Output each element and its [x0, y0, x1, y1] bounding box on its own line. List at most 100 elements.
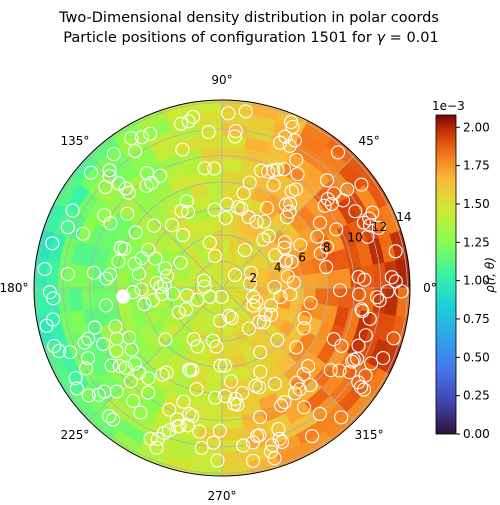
particle-marker	[137, 296, 152, 311]
particle-marker	[124, 131, 139, 146]
particle-marker	[256, 232, 271, 247]
particle-marker	[284, 254, 299, 269]
density-cell	[68, 263, 84, 289]
particle-marker	[158, 261, 173, 276]
particle-marker	[362, 211, 377, 226]
density-cell	[68, 287, 84, 313]
particle-marker	[319, 259, 334, 275]
density-cell	[104, 287, 118, 307]
particle-marker	[109, 384, 124, 399]
particle-marker	[202, 235, 217, 250]
particle-marker	[282, 138, 297, 153]
particle-marker	[118, 181, 133, 196]
density-cell	[201, 403, 223, 418]
particle-marker	[320, 173, 335, 188]
particle-marker	[360, 229, 375, 244]
particle-marker	[182, 363, 198, 378]
particle-marker	[68, 371, 83, 386]
particle-marker	[141, 242, 156, 257]
particle-marker	[172, 419, 187, 434]
particle-marker	[102, 409, 117, 424]
particle-marker	[287, 386, 302, 401]
particle-marker	[267, 451, 282, 466]
particle-marker	[174, 116, 189, 131]
density-cell	[302, 287, 317, 304]
particle-marker	[153, 279, 168, 295]
particle-marker	[253, 345, 268, 360]
particle-marker	[127, 256, 142, 271]
particle-marker	[180, 418, 195, 433]
particle-marker	[111, 254, 126, 269]
particle-marker	[155, 367, 170, 382]
particle-marker	[175, 227, 191, 243]
particle-marker	[186, 109, 201, 124]
density-cell	[80, 287, 95, 311]
particle-marker	[331, 145, 346, 160]
particle-marker	[213, 313, 228, 328]
particle-marker	[267, 279, 282, 294]
particle-marker	[288, 182, 304, 197]
particle-marker	[278, 197, 293, 212]
particle-marker	[246, 289, 261, 305]
particle-marker	[60, 266, 75, 282]
particle-marker	[190, 339, 205, 354]
particle-marker	[108, 319, 123, 334]
radial-tick-label: 10	[347, 230, 362, 244]
particle-marker	[334, 338, 349, 353]
particle-marker	[329, 222, 344, 237]
particle-marker	[228, 267, 243, 283]
density-cell	[291, 287, 305, 302]
particle-marker	[246, 298, 261, 313]
particle-marker	[266, 177, 281, 192]
angle-tick-label: 225°	[60, 428, 89, 442]
particle-marker	[301, 359, 316, 374]
particle-marker	[221, 308, 237, 323]
particle-marker	[386, 331, 401, 346]
particle-marker	[354, 302, 369, 317]
particle-marker	[197, 279, 212, 294]
particle-marker	[252, 410, 268, 425]
particle-marker	[207, 248, 222, 264]
particle-marker	[178, 302, 194, 317]
particle-marker	[96, 336, 111, 352]
colorbar-tick-label: 1.00	[463, 274, 490, 288]
particle-marker	[243, 265, 258, 280]
particle-marker	[236, 186, 251, 201]
particle-marker	[208, 390, 223, 405]
particle-marker	[109, 343, 124, 358]
particle-marker	[186, 332, 201, 347]
particle-marker	[145, 293, 160, 308]
particle-marker	[106, 412, 121, 427]
particle-marker	[181, 114, 196, 129]
particle-marker	[317, 198, 332, 213]
particle-marker	[296, 400, 312, 415]
density-cell	[337, 287, 352, 309]
particle-marker	[334, 410, 349, 425]
particle-marker	[106, 147, 121, 162]
particle-marker	[220, 197, 235, 212]
particle-marker	[60, 220, 75, 235]
particle-marker	[323, 363, 338, 378]
particle-marker	[335, 193, 351, 208]
particle-marker	[104, 358, 119, 373]
particle-marker	[256, 315, 271, 330]
particle-marker	[212, 423, 227, 438]
particle-marker	[290, 167, 305, 182]
particle-marker	[228, 391, 243, 406]
particle-marker	[333, 283, 348, 298]
particle-marker	[384, 270, 399, 285]
particle-marker	[234, 201, 249, 216]
particle-markers	[37, 104, 409, 468]
particle-marker	[118, 360, 133, 375]
particle-marker	[157, 277, 172, 292]
particle-marker	[253, 364, 268, 379]
particle-marker	[175, 142, 190, 157]
particle-marker	[124, 342, 139, 357]
particle-marker	[356, 215, 371, 230]
particle-marker	[86, 265, 101, 280]
particle-marker	[143, 126, 158, 141]
particle-marker	[194, 440, 209, 455]
particle-marker	[121, 185, 136, 200]
particle-marker	[305, 429, 320, 444]
particle-marker	[171, 305, 186, 320]
